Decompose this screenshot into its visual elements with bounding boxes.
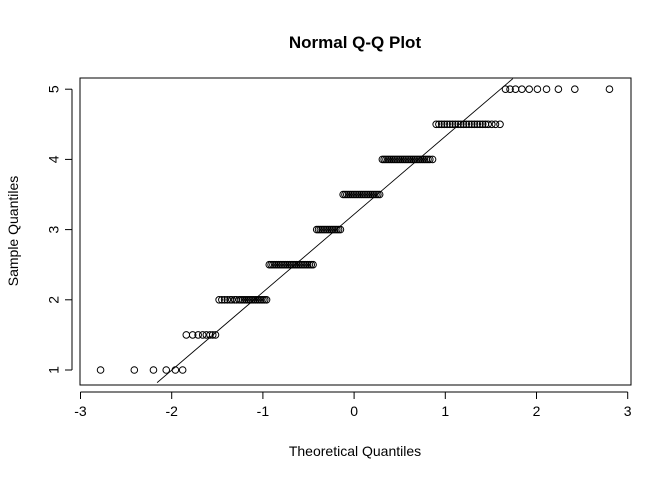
data-point [533, 85, 542, 93]
data-point [223, 296, 232, 304]
data-point [375, 190, 384, 199]
data-point [149, 366, 158, 374]
data-point [428, 155, 437, 164]
data-point [188, 331, 197, 339]
data-point [425, 155, 434, 164]
data-point [491, 120, 500, 129]
x-tick-label: 3 [624, 403, 632, 419]
y-tick-label: 2 [46, 296, 62, 304]
x-tick-label: -3 [74, 403, 87, 419]
y-tick-label: 5 [46, 85, 62, 93]
data-point [218, 296, 226, 304]
data-point [571, 85, 579, 93]
data-point [162, 366, 171, 374]
data-point [171, 366, 180, 374]
data-point [488, 120, 496, 129]
data-point [208, 331, 217, 339]
data-point [206, 331, 214, 339]
data-point [443, 120, 451, 129]
data-point [542, 85, 551, 93]
data-point [215, 296, 223, 304]
data-point [130, 366, 139, 374]
data-point [506, 85, 514, 93]
plot-box [79, 77, 632, 386]
data-point [440, 120, 449, 129]
data-point [476, 120, 484, 129]
data-point [518, 85, 526, 93]
data-point [484, 120, 492, 129]
data-point [473, 120, 482, 129]
data-point [194, 331, 202, 339]
data-point [437, 120, 446, 129]
data-points [96, 85, 614, 374]
data-point [178, 366, 187, 374]
y-axis-label: Sample Quantiles [5, 176, 21, 287]
data-point [211, 331, 220, 339]
x-tick-label: 0 [350, 403, 358, 419]
data-point [525, 85, 534, 93]
x-tick-label: -2 [165, 403, 178, 419]
chart-title: Normal Q-Q Plot [289, 33, 422, 52]
data-point [454, 120, 462, 129]
data-point [336, 225, 345, 234]
y-tick-label: 1 [46, 366, 62, 374]
data-point [220, 296, 229, 304]
data-point [470, 120, 479, 129]
data-point [451, 120, 460, 129]
x-tick-label: 2 [533, 403, 541, 419]
data-point [435, 120, 443, 129]
data-point [501, 85, 510, 93]
y-axis: 1 2 3 4 5 [46, 85, 73, 374]
data-point [446, 120, 454, 129]
data-point [198, 331, 207, 339]
data-point [478, 120, 487, 129]
data-point [228, 296, 236, 304]
data-point [605, 85, 614, 93]
data-point [462, 120, 471, 129]
data-point [182, 331, 191, 339]
data-point [448, 120, 457, 129]
x-axis-label: Theoretical Quantiles [289, 443, 421, 459]
data-point [96, 366, 105, 374]
data-point [262, 296, 271, 304]
data-point [309, 260, 317, 269]
data-point [459, 120, 468, 129]
data-point [554, 85, 563, 93]
data-point [432, 120, 440, 129]
y-tick-label: 3 [46, 225, 62, 233]
x-tick-label: -1 [257, 403, 270, 419]
y-tick-label: 4 [46, 155, 62, 163]
data-point [465, 120, 473, 129]
data-point [496, 120, 504, 129]
data-point [467, 120, 476, 129]
x-tick-label: 1 [441, 403, 449, 419]
data-point [457, 120, 465, 129]
x-axis: -3 -2 -1 0 1 2 3 [74, 391, 632, 419]
